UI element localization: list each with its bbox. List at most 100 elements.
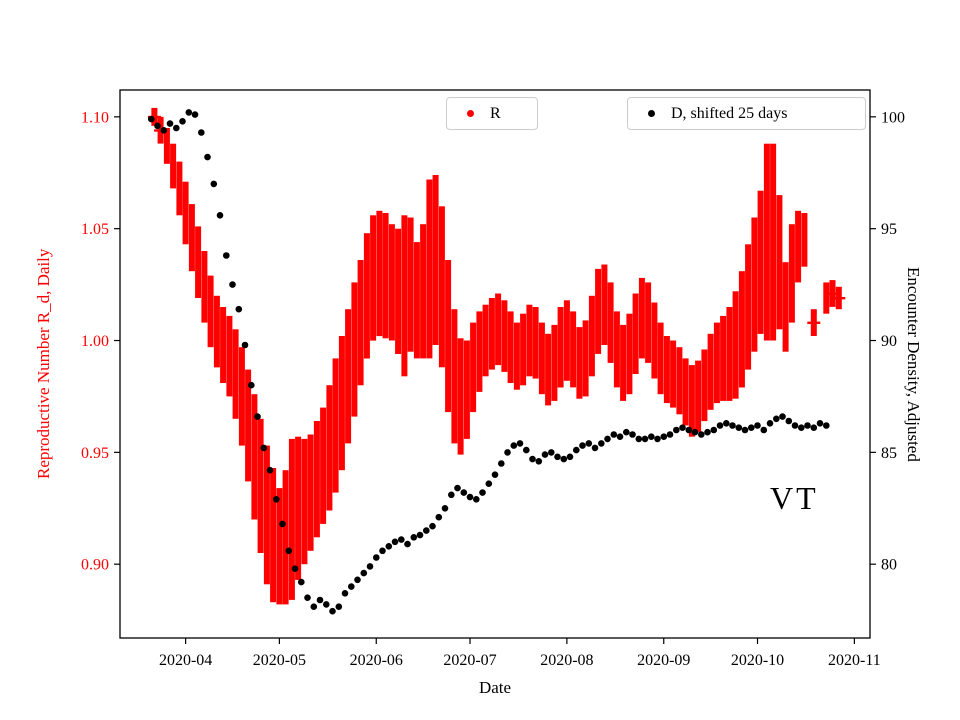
r-errorbar [688, 365, 695, 437]
d-dot [623, 428, 630, 436]
d-dot [698, 431, 705, 438]
r-errorbar [663, 336, 670, 404]
r-errorbar [507, 311, 514, 383]
x-tick-label: 2020-08 [540, 652, 593, 669]
r-errorbar [426, 179, 433, 359]
d-dot [535, 458, 543, 465]
d-dot [360, 569, 368, 577]
d-dot [448, 491, 455, 499]
d-dot [148, 115, 155, 123]
r-errorbar [620, 324, 627, 401]
d-dot [229, 281, 236, 288]
r-errorbar [607, 282, 614, 363]
r-errorbar [582, 320, 589, 397]
left-y-tick-label: 0.90 [81, 557, 109, 574]
d-dot [291, 565, 299, 572]
d-dot [385, 543, 393, 550]
d-dot [423, 527, 430, 534]
r-errorbar [645, 282, 652, 363]
d-dot [498, 460, 505, 467]
r-errorbar [345, 309, 352, 444]
d-dot [648, 433, 655, 441]
r-legend-marker-icon [467, 110, 474, 117]
d-dot [204, 153, 211, 161]
legend-d: D, shifted 25 days [627, 97, 866, 130]
d-dot [510, 442, 518, 449]
d-dot [766, 420, 774, 427]
d-dot [254, 413, 261, 420]
state-annotation: VT [770, 480, 819, 516]
d-dot [548, 449, 555, 456]
d-dot [529, 455, 536, 463]
r-errorbar [351, 282, 358, 417]
r-errorbar [276, 488, 283, 605]
r-center-cap [807, 321, 821, 324]
r-center-cap [826, 292, 839, 295]
d-dot [160, 127, 168, 134]
r-errorbar [482, 304, 489, 377]
d-dot [754, 422, 761, 429]
r-errorbar [201, 251, 208, 323]
r-errorbar [188, 204, 195, 272]
r-errorbar [601, 264, 608, 345]
r-center-cap [832, 297, 846, 300]
d-dot [373, 554, 380, 561]
d-dot [316, 596, 324, 604]
d-dot [573, 446, 580, 454]
d-dot [441, 505, 449, 512]
d-dot [610, 431, 618, 438]
d-dot [435, 513, 443, 521]
d-dot [748, 424, 755, 432]
d-dot [341, 590, 349, 597]
r-errorbar [707, 333, 714, 410]
r-errorbar [757, 190, 764, 334]
d-dot [729, 422, 736, 429]
r-errorbar [238, 347, 245, 446]
d-dot [198, 129, 205, 136]
d-dot [479, 489, 486, 496]
r-errorbar [301, 438, 308, 565]
r-errorbar [795, 210, 802, 283]
r-errorbar [570, 311, 577, 388]
d-dot [785, 417, 793, 425]
d-dot [779, 413, 786, 420]
x-tick-label: 2020-09 [637, 652, 690, 669]
r-errorbar [332, 358, 339, 493]
r-errorbar [545, 333, 552, 406]
left-y-tick-label: 1.00 [81, 333, 109, 350]
d-dot [485, 480, 493, 488]
r-errorbar [270, 468, 277, 603]
d-dot [504, 449, 511, 456]
r-errorbar [382, 213, 389, 339]
r-errorbar [651, 302, 658, 379]
d-dot [791, 422, 799, 429]
d-dot [410, 534, 418, 541]
r-errorbar [551, 324, 558, 401]
right-y-tick-label: 85 [881, 445, 897, 462]
r-errorbar [313, 421, 320, 538]
r-errorbar [363, 233, 370, 359]
r-errorbar [170, 143, 177, 189]
r-errorbar [195, 226, 202, 298]
d-dot [554, 453, 561, 461]
r-errorbar [470, 322, 477, 413]
r-errorbar [613, 311, 620, 388]
x-tick-label: 2020-10 [731, 652, 784, 669]
r-errorbar [457, 338, 464, 455]
d-dot [416, 531, 424, 539]
d-legend-marker-icon [648, 110, 655, 117]
d-dot [460, 489, 468, 496]
r-errorbar [445, 260, 452, 413]
d-dot [466, 493, 474, 501]
d-dot [685, 426, 693, 434]
left-axis-label: Reproductive Number R_d, Daily [34, 248, 53, 480]
d-dot [660, 433, 668, 441]
legend-r: R [446, 97, 538, 130]
d-dot [404, 540, 411, 548]
d-dot [154, 122, 161, 130]
r-errorbar [638, 277, 645, 359]
d-dot [304, 594, 311, 601]
d-dot [723, 420, 730, 427]
